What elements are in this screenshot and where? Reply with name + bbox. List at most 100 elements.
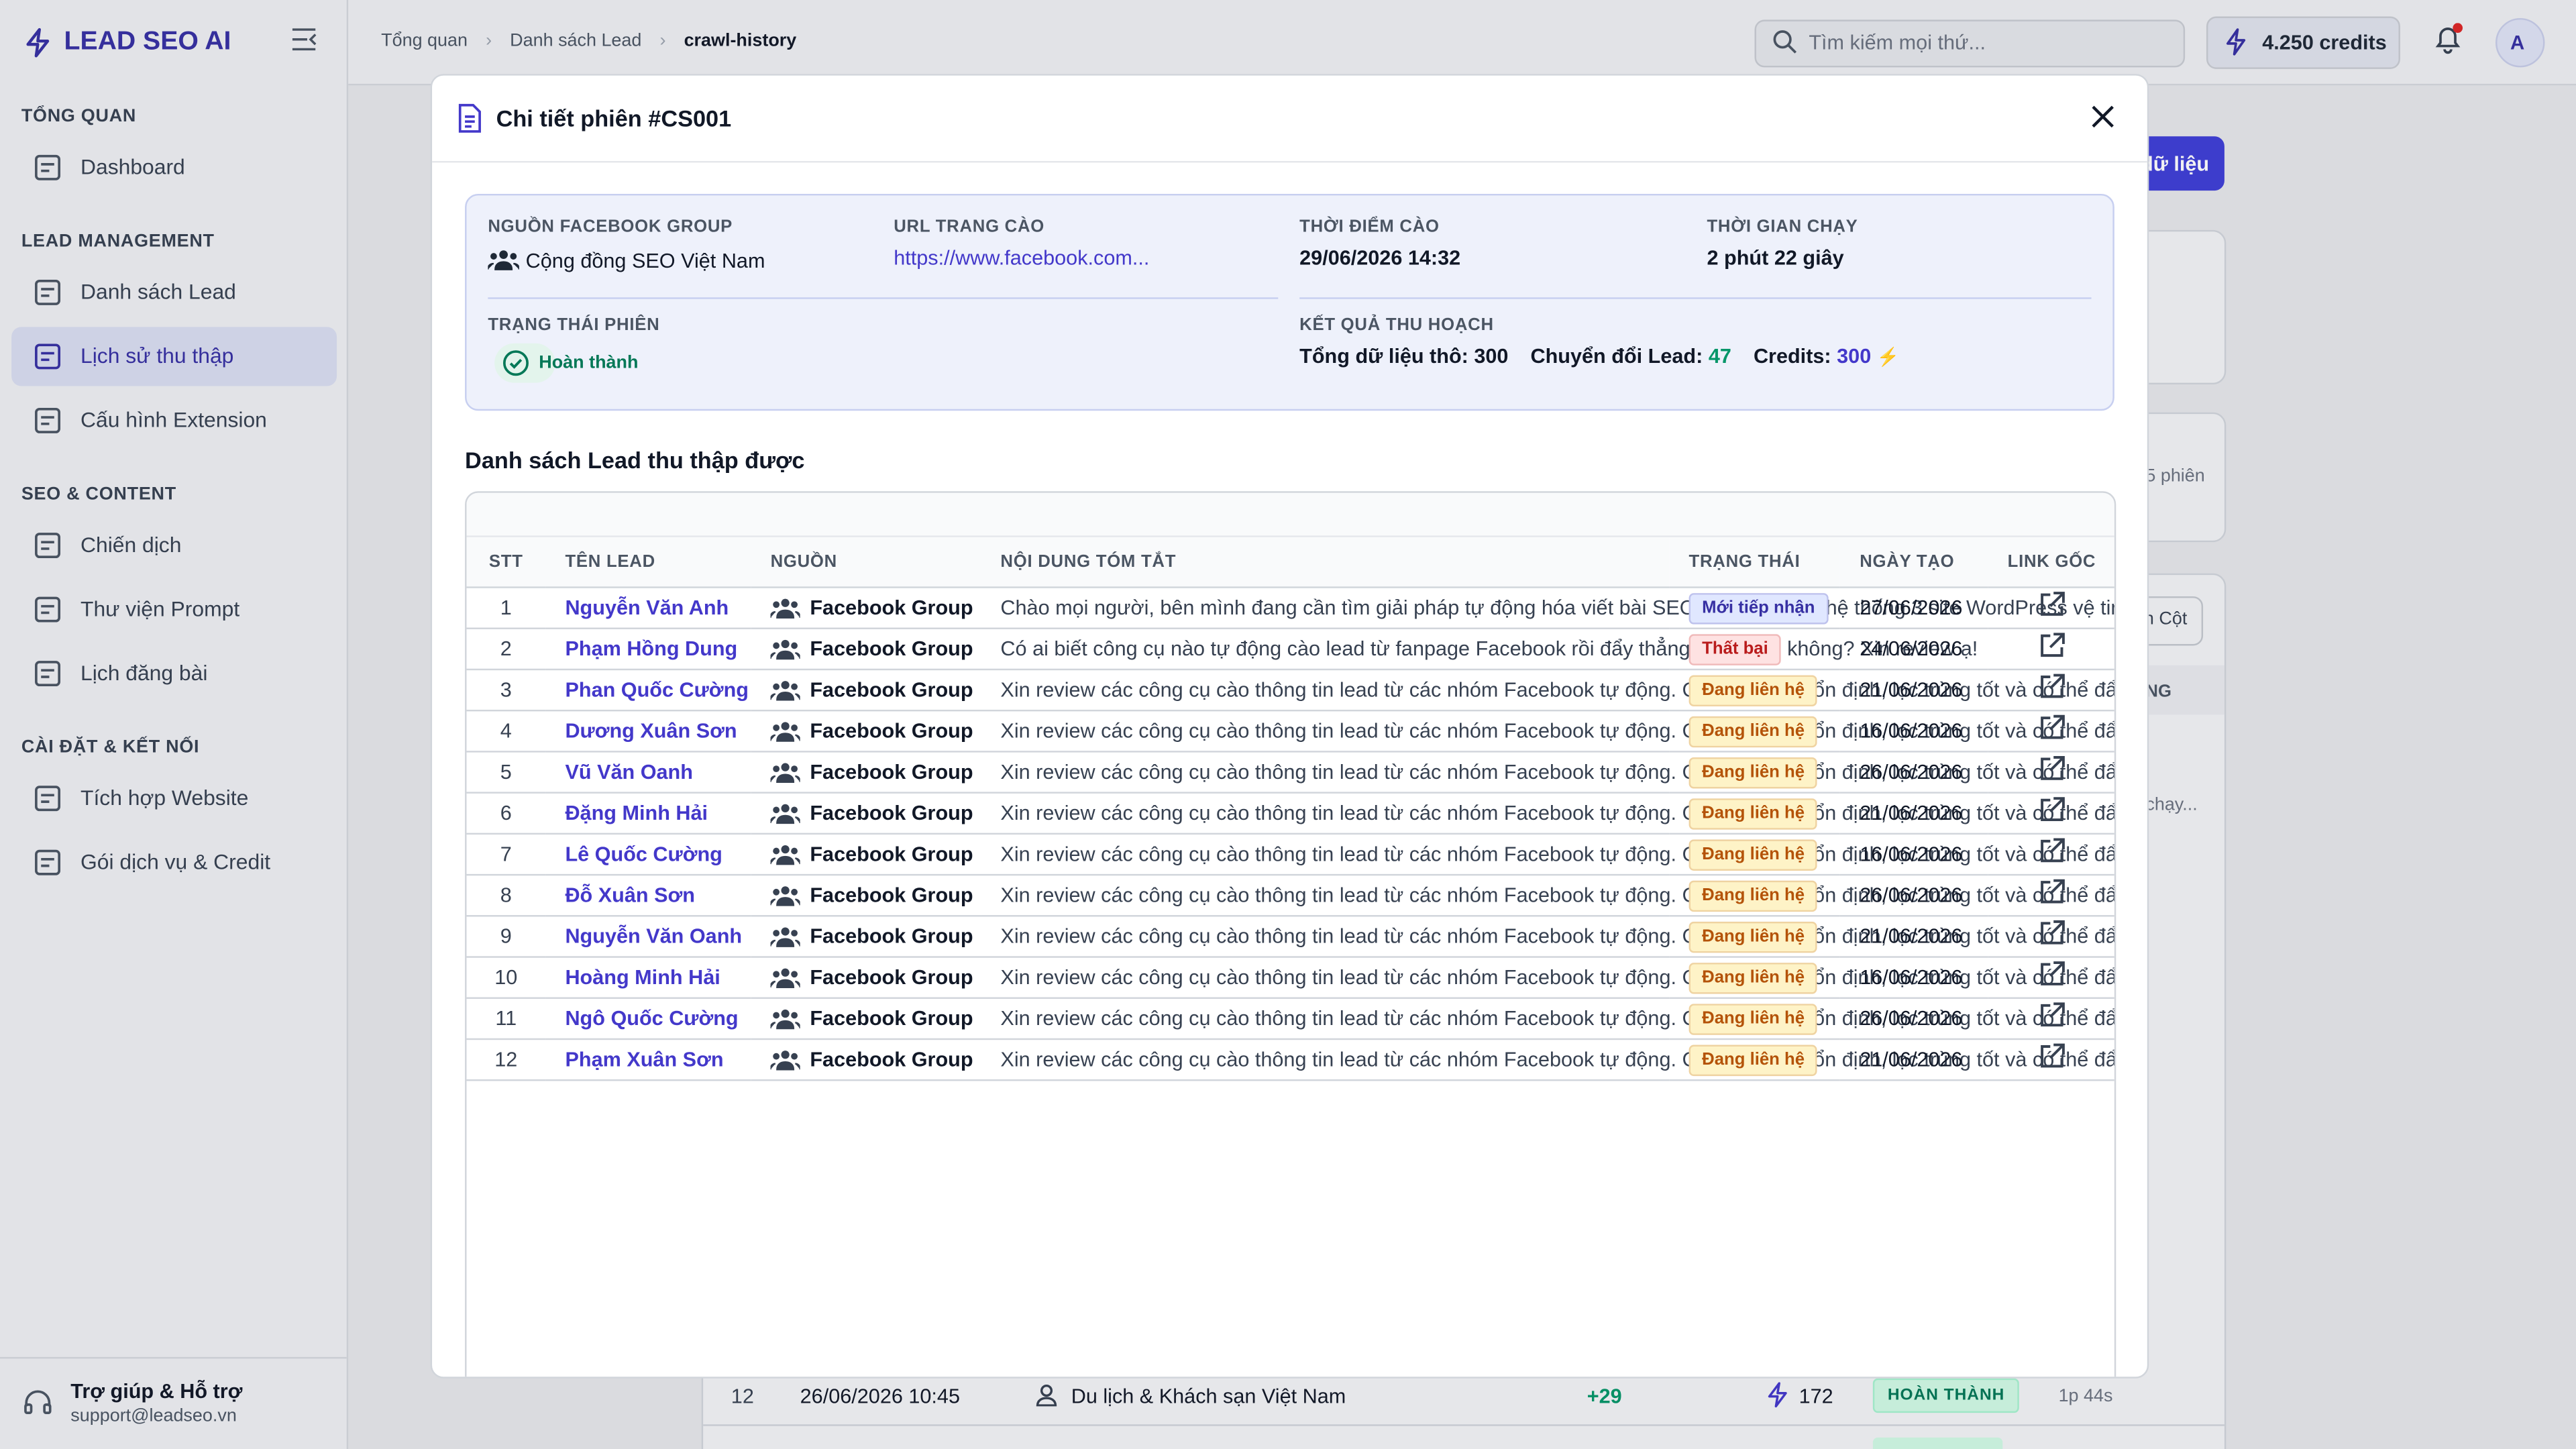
- external-link[interactable]: [2037, 1042, 2066, 1078]
- status-badge: Đang liên hệ: [1688, 797, 1818, 829]
- info-label: URL TRANG CÀO: [894, 217, 1045, 237]
- cell-link: [1988, 875, 2114, 917]
- cell-source: Facebook Group: [751, 751, 981, 794]
- info-label: KẾT QUẢ THU HOẠCH: [1299, 315, 1494, 335]
- cell-status: Đang liên hệ: [1669, 710, 1840, 753]
- bg-column-text: n Cột: [2143, 609, 2188, 629]
- close-button[interactable]: [2092, 105, 2114, 128]
- cell-date: 21/06/2026: [1839, 916, 1988, 958]
- external-link[interactable]: [2037, 837, 2066, 873]
- external-link[interactable]: [2037, 590, 2066, 626]
- external-link[interactable]: [2037, 713, 2066, 749]
- bg-row-credits: 172: [1799, 1385, 1833, 1408]
- lead-row: 2 Phạm Hồng Dung Facebook Group Có ai biết …: [466, 628, 2114, 671]
- credits-button[interactable]: [2206, 16, 2400, 69]
- menu-toggle[interactable]: [290, 28, 317, 51]
- nav-item[interactable]: Dashboard: [11, 138, 337, 197]
- column-header: NGÀY TẠO: [1839, 537, 1988, 588]
- source-text: Facebook Group: [810, 802, 973, 825]
- source-text: Facebook Group: [810, 596, 973, 620]
- info-label: THỜI ĐIỂM CÀO: [1299, 217, 1440, 237]
- column-header: NỘI DUNG TÓM TẮT: [981, 537, 1670, 588]
- source-text: Facebook Group: [810, 843, 973, 866]
- cell-link: [1988, 587, 2114, 629]
- cell-name[interactable]: Lê Quốc Cường: [545, 833, 751, 876]
- nav-item[interactable]: Lịch sử thu thập: [11, 327, 337, 386]
- lead-row: 4 Dương Xuân Sơn Facebook Group Xin review …: [466, 710, 2114, 753]
- cell-name[interactable]: Ngô Quốc Cường: [545, 998, 751, 1040]
- cell-stt: 9: [466, 916, 546, 958]
- nav-icon: [35, 786, 61, 812]
- table-toolbar: [466, 492, 2114, 537]
- help-email[interactable]: support@leadseo.vn: [70, 1406, 237, 1426]
- external-link[interactable]: [2037, 795, 2066, 831]
- search-placeholder: Tìm kiếm mọi thứ...: [1809, 31, 1986, 54]
- help-icon[interactable]: [23, 1388, 52, 1417]
- cell-name[interactable]: Phan Quốc Cường: [545, 669, 751, 712]
- cell-status: Đang liên hệ: [1669, 1038, 1840, 1081]
- nav-item[interactable]: Tích hợp Website: [11, 769, 337, 828]
- cell-name[interactable]: Hoàng Minh Hải: [545, 957, 751, 999]
- nav-item[interactable]: Thư viện Prompt: [11, 580, 337, 639]
- cell-stt: 1: [466, 587, 546, 629]
- nav-item[interactable]: Danh sách Lead: [11, 263, 337, 322]
- status-badge: Thất bại: [1688, 633, 1782, 665]
- cell-name[interactable]: Phạm Hồng Dung: [545, 628, 751, 671]
- breadcrumb-current: crawl-history: [684, 31, 797, 51]
- cell-stt: 3: [466, 669, 546, 712]
- cell-content: Xin review các công cụ cào thông tin lea…: [981, 833, 2114, 876]
- external-link[interactable]: [2037, 1000, 2066, 1036]
- source-wrap: Facebook Group: [770, 839, 973, 869]
- cell-stt: 10: [466, 957, 546, 999]
- table-header: STT TÊN LEAD NGUỒN NỘI DUNG TÓM TẮT TRẠNG TH…: [466, 537, 2114, 588]
- avatar[interactable]: [2496, 17, 2545, 68]
- breadcrumb-item[interactable]: Tổng quan: [381, 31, 468, 51]
- external-link[interactable]: [2037, 918, 2066, 955]
- source-wrap: Facebook Group: [770, 593, 973, 623]
- external-link[interactable]: [2037, 877, 2066, 914]
- source-wrap: Facebook Group: [770, 676, 973, 705]
- cell-date: 21/06/2026: [1839, 1038, 1988, 1081]
- cell-name[interactable]: Nguyễn Văn Anh: [545, 587, 751, 629]
- notification[interactable]: [2431, 23, 2464, 56]
- list-title: Danh sách Lead thu thập được: [465, 447, 805, 474]
- nav-item[interactable]: Cấu hình Extension: [11, 391, 337, 450]
- cell-name[interactable]: Vũ Văn Oanh: [545, 751, 751, 794]
- breadcrumb-item[interactable]: Danh sách Lead: [510, 31, 642, 51]
- external-link[interactable]: [2037, 959, 2066, 996]
- group-icon: [770, 968, 800, 989]
- cell-status: Đang liên hệ: [1669, 916, 1840, 958]
- result-leads: 47: [1708, 345, 1731, 368]
- cell-name[interactable]: Phạm Xuân Sơn: [545, 1038, 751, 1081]
- bg-row-stt: 12: [731, 1385, 754, 1408]
- group-icon: [770, 681, 800, 701]
- cell-content: Xin review các công cụ cào thông tin lea…: [981, 916, 2114, 958]
- info-url[interactable]: https://www.facebook.com...: [894, 246, 1150, 270]
- external-link[interactable]: [2037, 631, 2066, 667]
- nav-icon: [35, 154, 61, 180]
- lead-row: 10 Hoàng Minh Hải Facebook Group Xin review…: [466, 957, 2114, 999]
- cell-name[interactable]: Nguyễn Văn Oanh: [545, 916, 751, 958]
- source-text: Facebook Group: [810, 760, 973, 784]
- nav-icon: [35, 661, 61, 687]
- cell-link: [1988, 628, 2114, 671]
- external-link[interactable]: [2037, 672, 2066, 708]
- nav-item[interactable]: Lịch đăng bài: [11, 644, 337, 703]
- cell-name[interactable]: Đặng Minh Hải: [545, 792, 751, 835]
- search-box[interactable]: [1754, 19, 2186, 68]
- help-divider: [0, 1356, 347, 1359]
- cell-name[interactable]: Dương Xuân Sơn: [545, 710, 751, 753]
- breadcrumb-sep: ›: [486, 31, 492, 51]
- external-link[interactable]: [2037, 754, 2066, 790]
- external-link-icon: [2039, 592, 2064, 616]
- cell-date: 27/06/2026: [1839, 587, 1988, 629]
- nav-item[interactable]: Chiến dịch: [11, 516, 337, 575]
- help-title[interactable]: Trợ giúp & Hỗ trợ: [70, 1380, 243, 1403]
- cell-name[interactable]: Đỗ Xuân Sơn: [545, 875, 751, 917]
- cell-content: Xin review các công cụ cào thông tin lea…: [981, 669, 2114, 712]
- result-label: Chuyển đổi Lead:: [1530, 345, 1703, 368]
- external-link-icon: [2039, 714, 2064, 739]
- nav-item[interactable]: Gói dịch vụ & Credit: [11, 833, 337, 892]
- nav-section-title: LEAD MANAGEMENT: [21, 231, 215, 252]
